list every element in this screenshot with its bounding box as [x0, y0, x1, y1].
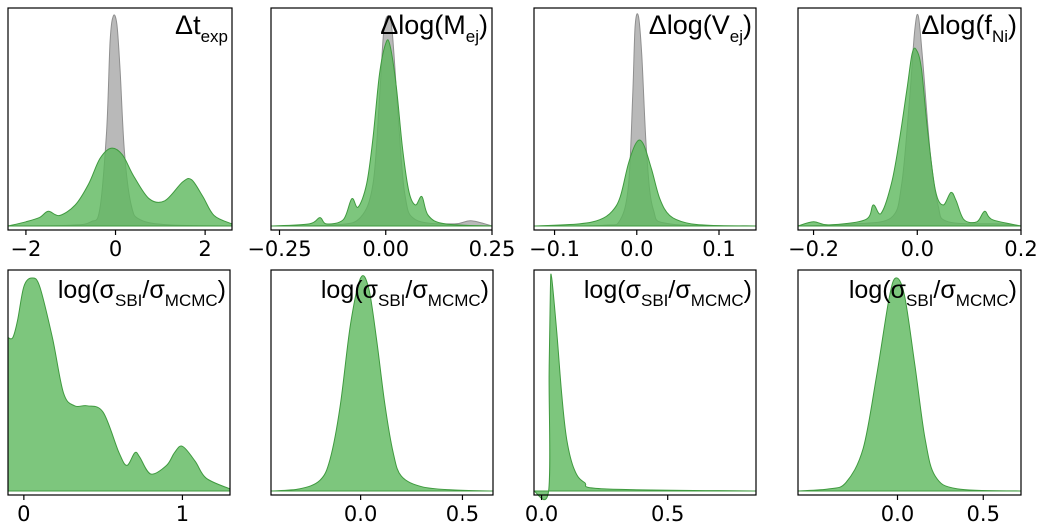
density-sbi-area: [533, 273, 757, 501]
x-tick-label: 0.5: [967, 502, 1000, 526]
title-subscript: exp: [201, 27, 228, 46]
panel-title: log(σSBI/σMCMC): [849, 276, 1017, 310]
title-main: Δt: [175, 10, 201, 40]
density-sbi-area: [270, 39, 493, 227]
axes-frame: [7, 269, 231, 496]
title-main: log(σ: [584, 276, 642, 304]
title-subscript: SBI: [378, 291, 405, 310]
title-suffix: ): [1008, 10, 1017, 40]
title-subscript: ej: [730, 27, 743, 46]
title-main: Δlog(V: [649, 10, 730, 40]
panel-title: Δtexp: [175, 10, 228, 46]
x-tick-label: 1: [176, 502, 189, 526]
panel-title: log(σSBI/σMCMC): [58, 276, 226, 310]
axes-frame: [533, 7, 757, 231]
title-subscript: Ni: [992, 27, 1008, 46]
panel-title: Δlog(fNi): [921, 10, 1017, 46]
axes-frame: [533, 269, 757, 496]
title-suffix: /σ: [668, 276, 691, 304]
title-suffix-2: ): [481, 276, 489, 304]
axes-frame: [270, 269, 494, 496]
x-tick-label: 0: [109, 237, 122, 261]
title-subscript-2: MCMC: [165, 291, 218, 310]
title-subscript-2: MCMC: [428, 291, 481, 310]
title-suffix-2: ): [744, 276, 752, 304]
title-subscript-2: MCMC: [691, 291, 744, 310]
x-tick-label: −0.1: [529, 237, 580, 261]
x-tick-label: 0.5: [446, 502, 479, 526]
title-subscript: SBI: [641, 291, 668, 310]
title-main: log(σ: [849, 276, 907, 304]
title-subscript: SBI: [906, 291, 933, 310]
x-tick-label: 0.2: [1004, 237, 1037, 261]
axes-frame: [270, 7, 493, 231]
panel-title: log(σSBI/σMCMC): [321, 276, 489, 310]
x-tick-label: 2: [198, 237, 211, 261]
panel-title: log(σSBI/σMCMC): [584, 276, 752, 310]
panel-6: 0.0 0.5 log(σSBI/σMCMC): [270, 269, 494, 526]
title-main: log(σ: [58, 276, 116, 304]
title-main: Δlog(M: [380, 10, 466, 40]
panel-2: −0.25 0.00 0.25 Δlog(Mej): [247, 7, 516, 261]
panel-7: 0.0 0.5 log(σSBI/σMCMC): [525, 269, 757, 526]
x-tick-label: 0.25: [469, 237, 516, 261]
axes-frame: [797, 7, 1022, 231]
x-tick-label: 0.5: [651, 502, 684, 526]
title-main: Δlog(f: [921, 10, 992, 40]
panel-4: −0.2 0.0 0.2 Δlog(fNi): [788, 7, 1038, 261]
density-sbi-area: [7, 277, 231, 492]
density-sbi-area: [797, 277, 1022, 492]
panel-1: −2 0 2 Δtexp: [7, 7, 233, 261]
axes-frame: [797, 269, 1022, 496]
title-suffix: /σ: [933, 276, 956, 304]
x-tick-label: −0.2: [788, 237, 839, 261]
x-tick-label: 0.1: [702, 237, 735, 261]
panel-5: 0 1 log(σSBI/σMCMC): [7, 269, 231, 526]
x-tick-label: 0.0: [901, 237, 934, 261]
title-subscript-2: MCMC: [956, 291, 1009, 310]
density-sbi-area: [533, 139, 757, 227]
title-suffix: ): [743, 10, 752, 40]
panel-3: −0.1 0.0 0.1 Δlog(Vej): [529, 7, 757, 261]
x-tick-label: −2: [10, 237, 41, 261]
density-sbi-area: [7, 147, 233, 227]
x-tick-label: 0.0: [525, 502, 558, 526]
x-tick-label: 0.0: [620, 237, 653, 261]
title-suffix-2: ): [218, 276, 226, 304]
x-tick-label: 0.0: [881, 502, 914, 526]
panel-title: Δlog(Mej): [380, 10, 488, 46]
axes-frame: [7, 7, 233, 231]
title-main: log(σ: [321, 276, 379, 304]
title-suffix: /σ: [405, 276, 428, 304]
title-subscript: SBI: [115, 291, 142, 310]
panel-8: 0.0 0.5 log(σSBI/σMCMC): [797, 269, 1022, 526]
x-tick-label: 0: [17, 502, 30, 526]
title-suffix: ): [479, 10, 488, 40]
x-tick-label: 0.0: [344, 502, 377, 526]
density-sbi-area: [270, 275, 494, 492]
density-sbi-area: [797, 47, 1022, 227]
title-subscript: ej: [466, 27, 479, 46]
x-tick-label: −0.25: [247, 237, 311, 261]
x-tick-label: 0.00: [362, 237, 409, 261]
title-suffix: /σ: [142, 276, 165, 304]
panel-title: Δlog(Vej): [649, 10, 752, 46]
title-suffix-2: ): [1009, 276, 1017, 304]
